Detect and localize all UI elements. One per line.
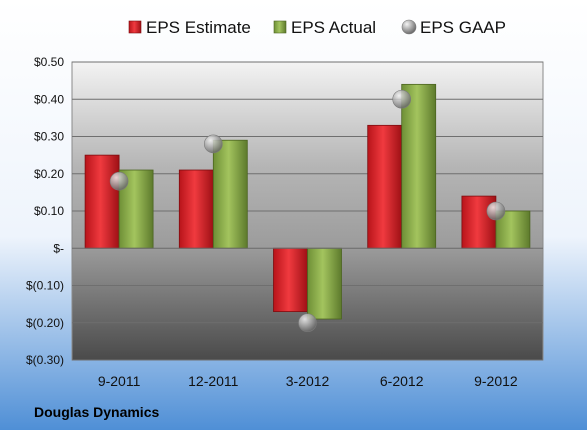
x-axis-categories: 9-2011 12-2011 3-2012 6-2012 9-2012: [98, 373, 518, 389]
company-label: Douglas Dynamics: [34, 404, 159, 420]
bar-eps-estimate: [84, 154, 120, 249]
x-category-label: 12-2011: [188, 373, 239, 389]
legend-label: EPS Estimate: [146, 18, 251, 37]
marker-eps-gaap: [392, 89, 412, 109]
bar-eps-estimate: [273, 247, 308, 312]
bar-eps-estimate: [367, 124, 403, 249]
x-category-label: 3-2012: [286, 373, 330, 389]
bar-eps-actual: [307, 247, 342, 320]
x-category-label: 6-2012: [380, 373, 424, 389]
y-tick-label: $0.10: [34, 204, 64, 218]
y-tick-label: $(0.10): [26, 279, 64, 293]
legend-swatch: [128, 20, 142, 34]
y-tick-label: $(0.30): [26, 353, 64, 367]
y-tick-label: $0.40: [34, 92, 64, 106]
gaap-markers: [109, 89, 506, 333]
legend: EPS Estimate EPS Actual EPS GAAP: [128, 18, 506, 37]
marker-eps-gaap: [486, 201, 506, 221]
x-category-label: 9-2012: [474, 373, 518, 389]
y-tick-label: $0.50: [34, 55, 64, 69]
legend-swatch: [401, 19, 417, 35]
bar-eps-estimate: [178, 169, 214, 249]
bars: [84, 83, 531, 320]
y-tick-label: $-: [53, 241, 64, 255]
legend-label: EPS Actual: [291, 18, 376, 37]
marker-eps-gaap: [109, 171, 129, 191]
bar-eps-actual: [401, 83, 437, 249]
legend-label: EPS GAAP: [420, 18, 506, 37]
legend-swatch: [273, 20, 287, 34]
y-tick-label: $0.30: [34, 130, 64, 144]
y-tick-label: $(0.20): [26, 316, 64, 330]
x-category-label: 9-2011: [98, 373, 141, 389]
bar-eps-actual: [212, 139, 248, 249]
y-tick-label: $0.20: [34, 167, 64, 181]
y-axis-ticks: $0.50 $0.40 $0.30 $0.20 $0.10 $- $(0.10) $(0.20…: [26, 55, 64, 367]
marker-eps-gaap: [204, 134, 223, 154]
marker-eps-gaap: [298, 313, 317, 333]
